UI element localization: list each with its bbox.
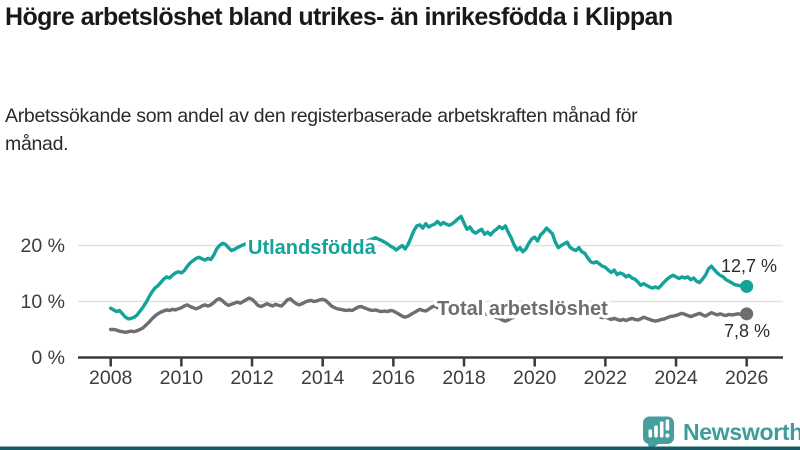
bottom-accent-bar — [0, 446, 800, 450]
bar-chart-icon — [648, 421, 664, 438]
series-label-1: Total arbetslöshet — [437, 298, 608, 320]
x-tick-label: 2014 — [301, 367, 345, 389]
x-tick-label: 2018 — [442, 367, 485, 389]
series-end-dot-0 — [740, 279, 754, 293]
y-tick-label: 20 % — [21, 235, 65, 257]
x-tick-label: 2016 — [372, 367, 415, 389]
y-tick-label: 0 % — [31, 347, 65, 369]
y-tick-label: 10 % — [21, 291, 65, 313]
chart-title: Högre arbetslöshet bland utrikes- än inr… — [5, 3, 673, 31]
x-tick-label: 2010 — [160, 367, 204, 389]
end-value-label-1: 7,8 % — [724, 321, 770, 341]
end-value-label-0: 12,7 % — [721, 256, 777, 276]
x-tick-label: 2022 — [584, 367, 627, 389]
exclamation-icon — [665, 419, 670, 438]
series-line-0 — [108, 214, 749, 321]
series-label-0: Utlandsfödda — [248, 237, 377, 259]
x-tick-label: 2012 — [230, 367, 273, 389]
x-tick-label: 2020 — [513, 367, 557, 389]
x-tick-label: 2024 — [654, 367, 698, 389]
series-end-dot-1 — [740, 307, 754, 321]
series-line-1 — [108, 296, 749, 334]
newsworthy-logo: Newsworthy — [643, 416, 800, 450]
chart-subtitle: Arbetssökande som andel av den registerb… — [5, 105, 638, 155]
x-tick-label: 2008 — [89, 367, 132, 389]
logo-bubble — [643, 416, 674, 444]
plot-area: 2008 2010 2012 2014 2016 2018 2020 2022 2024 2026… — [21, 214, 783, 389]
brand-wordmark: Newsworthy — [683, 419, 800, 445]
x-tick-label: 2026 — [725, 367, 768, 389]
